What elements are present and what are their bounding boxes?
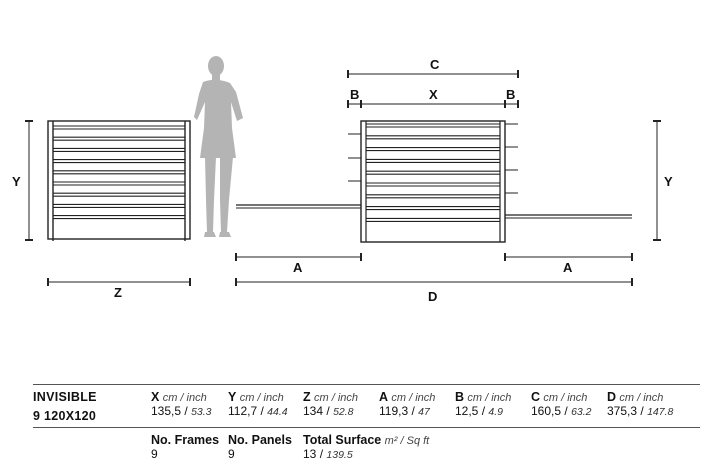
spec-key: B (455, 390, 465, 404)
spec-col-x: X cm / inch 135,5 / 53.3 (151, 390, 212, 418)
spec-value-cm: 160,5 (531, 404, 562, 418)
human-silhouette-icon (194, 56, 243, 237)
spec-col-b: B cm / inch 12,5 / 4.9 (455, 390, 511, 418)
dimension-lines (25, 70, 661, 286)
spec-sep: / (411, 404, 415, 418)
product-name: INVISIBLE (33, 390, 97, 404)
spec-extra-value: 9 (228, 447, 235, 461)
spec-unit: cm / inch (239, 392, 284, 404)
spec-extra-value: 13 (303, 447, 317, 461)
dim-label-z: Z (114, 285, 122, 300)
dim-label-y-left: Y (12, 174, 21, 189)
spec-col-y: Y cm / inch 112,7 / 44.4 (228, 390, 288, 418)
dim-label-y-right: Y (664, 174, 673, 189)
spec-value-cm: 375,3 (607, 404, 638, 418)
spec-key: C (531, 390, 541, 404)
spec-unit: cm / inch (543, 392, 588, 404)
spec-value-inch: 47 (418, 406, 430, 418)
dim-label-c: C (430, 57, 440, 72)
spec-value-inch: 53.3 (191, 406, 212, 418)
spec-value-inch: 52.8 (333, 406, 354, 418)
front-view-unit (236, 120, 632, 243)
spec-sep: / (184, 404, 188, 418)
dim-label-a-left: A (293, 260, 303, 275)
spec-value-inch: 44.4 (267, 406, 288, 418)
spec-extra-value-alt: 139.5 (326, 449, 353, 461)
spec-col-c: C cm / inch 160,5 / 63.2 (531, 390, 592, 418)
dim-label-b-left: B (350, 87, 359, 102)
dim-label-d: D (428, 289, 437, 304)
spec-sep: / (260, 404, 264, 418)
spec-top-rule (33, 384, 700, 385)
spec-extra-unit: m² / Sq ft (384, 435, 430, 447)
dim-label-a-right: A (563, 260, 573, 275)
spec-col-a: A cm / inch 119,3 / 47 (379, 390, 435, 418)
spec-mid-rule (33, 427, 700, 428)
spec-unit: cm / inch (313, 392, 358, 404)
spec-sep: / (326, 404, 330, 418)
spec-value-cm: 135,5 (151, 404, 182, 418)
spec-panels: No. Panels 9 (228, 433, 292, 461)
spec-value-cm: 112,7 (228, 404, 258, 418)
spec-key: X (151, 390, 160, 404)
spec-unit: cm / inch (467, 392, 512, 404)
spec-value-inch: 4.9 (488, 406, 503, 418)
product-model: 9 120X120 (33, 409, 97, 423)
dim-label-x: X (429, 87, 438, 102)
dim-label-b-right: B (506, 87, 515, 102)
spec-extra-label: No. Frames (151, 433, 220, 447)
spec-value-cm: 12,5 (455, 404, 479, 418)
spec-value-cm: 119,3 (379, 404, 409, 418)
spec-sep: / (640, 404, 644, 418)
spec-unit: cm / inch (162, 392, 207, 404)
spec-key: A (379, 390, 389, 404)
spec-value-cm: 134 (303, 404, 324, 418)
spec-col-d: D cm / inch 375,3 / 147.8 (607, 390, 673, 418)
side-view-unit (47, 120, 191, 241)
spec-surface: Total Surface m² / Sq ft 13 / 139.5 (303, 433, 429, 461)
spec-extra-label: No. Panels (228, 433, 292, 447)
spec-value-inch: 63.2 (571, 406, 592, 418)
spec-col-z: Z cm / inch 134 / 52.8 (303, 390, 358, 418)
spec-sep: / (319, 447, 324, 461)
spec-key: Y (228, 390, 237, 404)
spec-frames: No. Frames 9 (151, 433, 219, 461)
spec-sep: / (481, 404, 486, 418)
spec-key: D (607, 390, 617, 404)
spec-unit: cm / inch (619, 392, 664, 404)
spec-unit: cm / inch (391, 392, 436, 404)
spec-extra-label: Total Surface (303, 433, 382, 447)
spec-sep: / (564, 404, 568, 418)
spec-key: Z (303, 390, 311, 404)
spec-extra-value: 9 (151, 447, 158, 461)
spec-value-inch: 147.8 (647, 406, 674, 418)
